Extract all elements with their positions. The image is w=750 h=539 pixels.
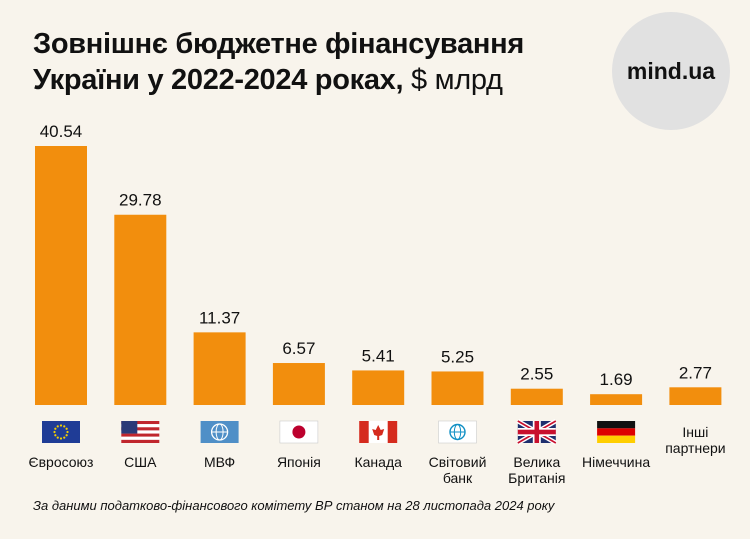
bar (114, 214, 167, 405)
title-line-1: Зовнішнє бюджетне фінансування (33, 28, 524, 60)
mind-ua-logo: mind.ua (612, 12, 730, 130)
usa-flag-icon (121, 421, 160, 443)
japan-flag-icon (279, 420, 319, 444)
bar (431, 371, 484, 405)
category-label: Канада (354, 454, 402, 470)
category-label: Євросоюз (29, 454, 94, 470)
logo-text: mind.ua (626, 57, 716, 84)
data-label: 29.78 (119, 191, 162, 210)
category-label: Інші (682, 424, 708, 440)
bar-chart: 40.54 Євросоюз 29.78 США 11.37 МВФ 6.57 Японія 5… (29, 122, 726, 486)
chart-title: Зовнішнє бюджетне фінансування України у… (33, 26, 524, 98)
data-label: 40.54 (40, 122, 83, 141)
category-label: МВФ (204, 454, 235, 470)
category-label: партнери (665, 440, 725, 456)
data-label: 5.25 (441, 347, 474, 366)
canada-flag-icon (359, 421, 398, 443)
imf-logo-icon (200, 421, 239, 443)
bar (35, 146, 87, 405)
category-label: банк (443, 470, 473, 486)
category-label: Світовий (429, 454, 487, 470)
germany-flag-icon (597, 421, 636, 443)
title-unit: $ млрд (411, 64, 503, 96)
data-label: 11.37 (199, 308, 240, 327)
bar (510, 388, 563, 405)
title-line-2: України у 2022-2024 роках, $ млрд (33, 62, 524, 98)
eu-flag-icon (42, 421, 80, 443)
source-footnote: За даними податково-фінансового комітету… (33, 498, 555, 513)
bar (590, 394, 643, 405)
bar (352, 370, 405, 405)
data-label: 2.55 (520, 365, 553, 384)
category-label: Японія (277, 454, 321, 470)
category-label: Британія (508, 470, 565, 486)
uk-flag-icon (516, 419, 557, 445)
data-label: 6.57 (282, 339, 315, 358)
data-label: 1.69 (600, 370, 633, 389)
world-bank-logo-icon (438, 420, 477, 444)
data-label: 5.41 (362, 346, 395, 365)
category-label: США (124, 454, 157, 470)
category-label: Велика (513, 454, 560, 470)
data-label: 2.77 (679, 363, 712, 382)
bar (272, 363, 325, 405)
bar (669, 387, 722, 405)
category-label: Німеччина (582, 454, 650, 470)
bar (193, 332, 246, 405)
title-line-2-text: України у 2022-2024 роках, (33, 64, 404, 96)
